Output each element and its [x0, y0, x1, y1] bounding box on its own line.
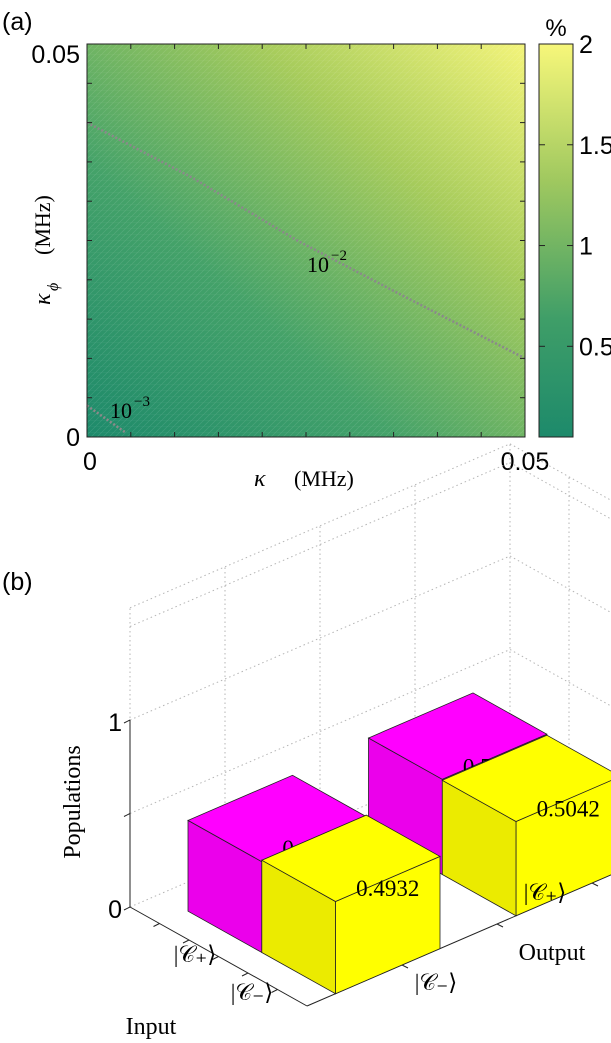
z-tick [123, 813, 131, 817]
z-axis-label: Populations [60, 745, 86, 858]
contour-line-2 [86, 404, 128, 435]
bar-top-face [260, 814, 441, 902]
panel-a-label: (a) [2, 8, 33, 36]
z-tick [123, 906, 131, 911]
bar-value-label: 0.5042 [537, 797, 600, 822]
bar-0.4932: 0.4932 [260, 814, 441, 995]
heatmap-mesh [87, 44, 525, 437]
y-tick-label-bottom: 0 [66, 424, 80, 452]
colorbar-tick-label: 1 [579, 233, 593, 261]
grid-line [509, 555, 611, 614]
heatmap-tick-marks [86, 43, 526, 438]
contour-label-1e-3: 10 −3 [110, 394, 150, 423]
output-axis-label: Output [519, 940, 586, 966]
colorbar [538, 43, 574, 438]
colorbar-tick-label: 2 [579, 31, 593, 59]
bar-value-label: 0.4932 [356, 876, 419, 901]
x-tick-label-right: 0.05 [501, 448, 550, 476]
grid-line [129, 555, 511, 721]
input-axis-label: Input [126, 1014, 177, 1040]
input-tick [153, 923, 160, 927]
input-tick-label-2: |𝒞₋⟩ [231, 980, 274, 1005]
x-axis-symbol: κ [254, 466, 266, 492]
grid-line [129, 649, 511, 814]
output-tick [496, 923, 504, 928]
output-tick-label-2: |𝒞₊⟩ [524, 880, 567, 905]
bar-top-face [367, 692, 548, 780]
y-tick-label-top: 0.05 [31, 41, 80, 69]
output-tick [591, 882, 599, 887]
x-tick-label-left: 0 [83, 448, 97, 476]
z-tick-label-bottom: 0 [108, 896, 122, 924]
output-tick-label-1: |𝒞₋⟩ [415, 970, 458, 995]
bar-0.5042: 0.5042 [441, 734, 611, 917]
input-tick-label-1: |𝒞₊⟩ [174, 942, 217, 967]
contour-line-1 [86, 121, 526, 360]
colorbar-tick-label: 0.5 [579, 333, 611, 361]
contour-label-1e-2: 10 −2 [307, 248, 347, 277]
input-tick [271, 989, 278, 993]
grid-line [129, 443, 511, 609]
bar-top-face [441, 734, 611, 822]
contour-label-base: 10 [110, 398, 132, 423]
x-axis-unit: (MHz) [294, 466, 354, 491]
y-axis-unit: (MHz) [30, 195, 55, 255]
input-tick [212, 956, 219, 960]
contour-label-exponent: −2 [331, 248, 347, 264]
z-tick [123, 719, 131, 724]
input-tick [182, 939, 190, 944]
z-tick-label-top: 1 [108, 709, 122, 737]
y-axis-subscript: ϕ [45, 283, 62, 291]
panel-a: (a) 0.05 0 0 0.05 κ (MHz) κ ϕ (MHz) 10 −… [2, 8, 611, 492]
input-tick [241, 972, 249, 977]
panel-b-label: (b) [2, 568, 33, 596]
contour-label-exponent: −3 [134, 394, 150, 410]
colorbar-tick-label: 1.5 [579, 132, 611, 160]
y-axis-label: κ ϕ (MHz) [30, 195, 62, 305]
colorbar-unit-label: % [545, 15, 566, 42]
grid-line [129, 462, 511, 627]
y-axis-symbol: κ [30, 293, 56, 305]
contour-layer [86, 121, 526, 435]
output-tick [401, 964, 409, 969]
colorbar-ticks: 0.5 1 1.5 2 [539, 31, 611, 361]
contour-label-base: 10 [307, 252, 329, 277]
grid-line [509, 462, 611, 520]
